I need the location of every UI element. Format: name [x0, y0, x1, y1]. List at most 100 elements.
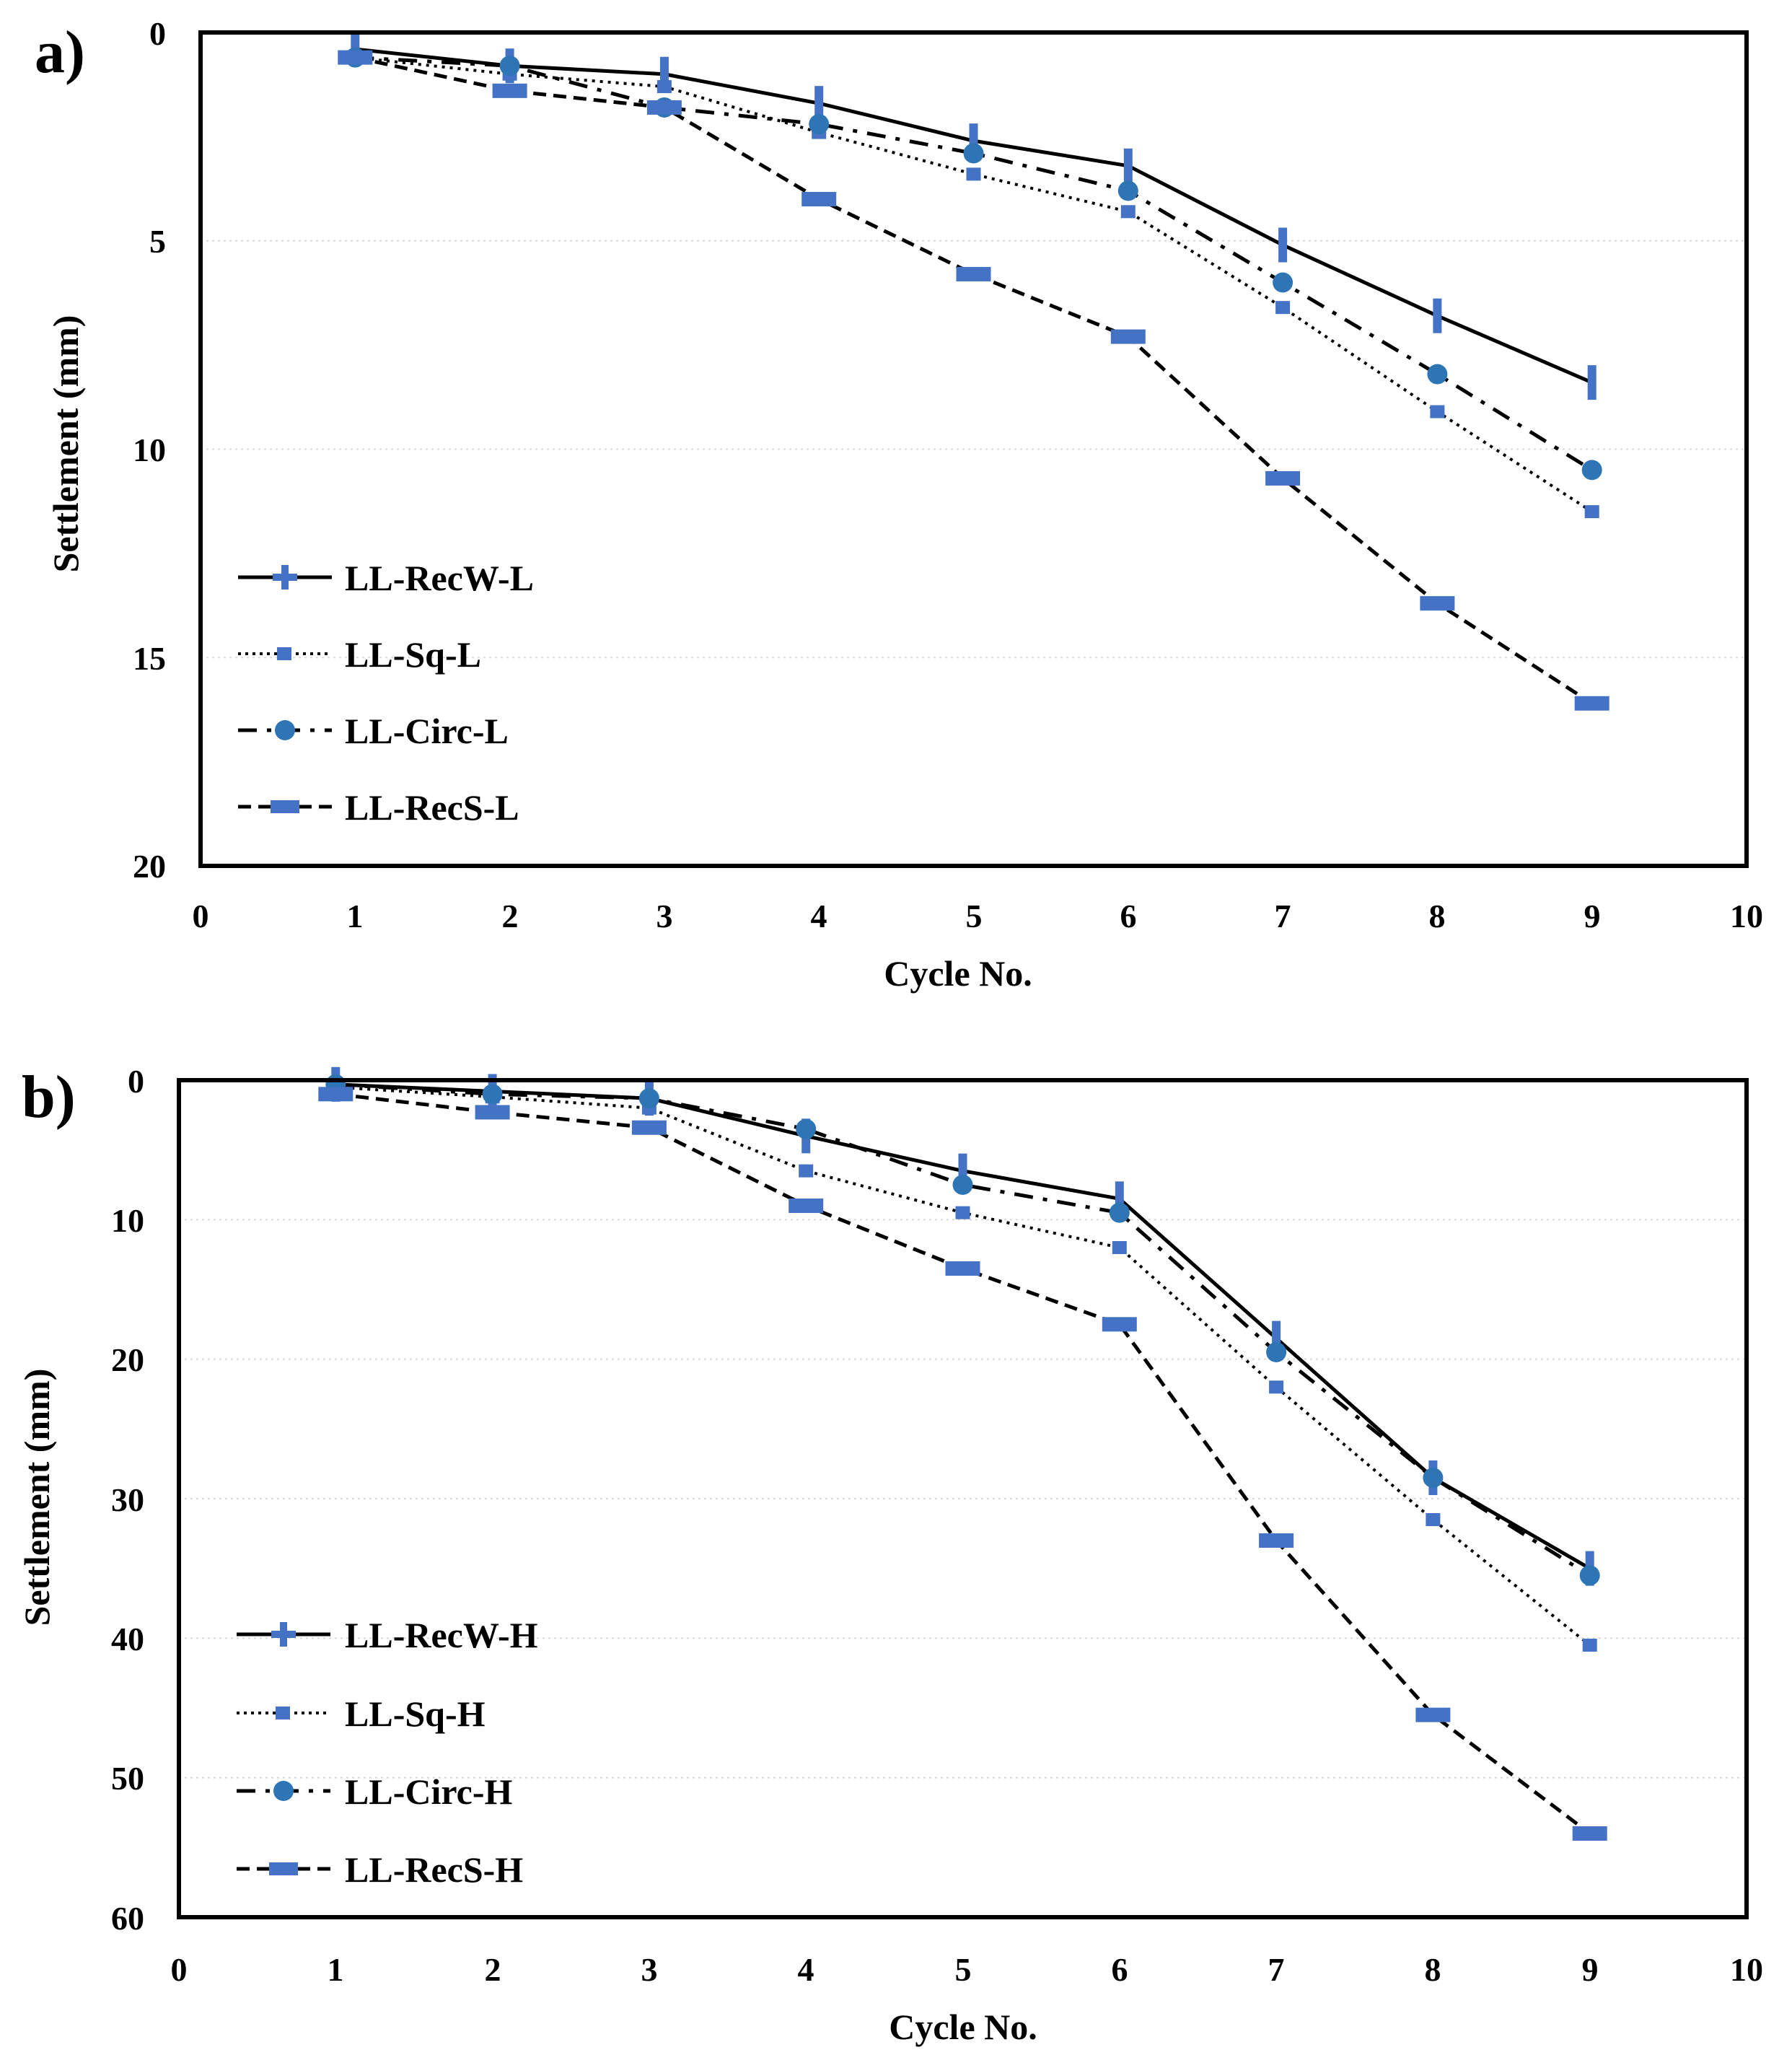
panel-a-markers	[338, 32, 1609, 711]
data-point-circle-marker	[1266, 1342, 1287, 1362]
panel-b-label: b)	[22, 1064, 76, 1131]
data-point-circle-marker	[1273, 272, 1294, 293]
data-point-dash-marker	[1265, 470, 1301, 486]
data-point-circle-marker	[1427, 364, 1448, 385]
panel-a-y-axis-title: Settlement (mm)	[45, 315, 86, 573]
panel-b-x-axis-title: Cycle No.	[889, 2007, 1037, 2047]
panel-a-x-tick: 5	[966, 898, 983, 934]
data-point-circle-marker	[952, 1175, 973, 1195]
data-point-square-marker	[1120, 205, 1136, 219]
panel-a-y-tick: 10	[133, 431, 166, 468]
series-line-LL-RecS-H	[335, 1092, 1591, 1835]
data-point-dash-marker	[338, 50, 373, 65]
panel-b-x-tick: 2	[485, 1951, 501, 1988]
panel-b-x-tick: 1	[328, 1951, 344, 1988]
series-line-LL-RecS-L	[354, 56, 1594, 705]
data-point-circle-marker	[1109, 1202, 1130, 1223]
panel-b-x-tick: 5	[955, 1951, 972, 1988]
panel-a-x-axis-title: Cycle No.	[884, 953, 1032, 994]
data-point-dash-marker	[789, 1199, 824, 1213]
panel-a-x-tick: 3	[656, 898, 673, 934]
panel-a-x-tick: 8	[1429, 898, 1446, 934]
legend-plus-marker-icon	[271, 1631, 296, 1638]
legend-dash-marker-icon	[271, 800, 299, 813]
data-point-dash-marker	[1102, 1317, 1137, 1332]
data-point-square-marker	[1112, 1241, 1127, 1254]
panel-b-x-tick: 7	[1268, 1951, 1285, 1988]
data-point-dash-marker	[1420, 596, 1455, 611]
data-point-square-marker	[966, 167, 981, 181]
data-point-circle-marker	[499, 56, 520, 76]
panel-a-x-tick: 2	[502, 898, 519, 934]
panel-a-x-tick: 1	[347, 898, 364, 934]
data-point-dash-marker	[1572, 1826, 1607, 1841]
panel-a-x-tick: 7	[1275, 898, 1291, 934]
legend-label: LL-RecS-H	[345, 1849, 523, 1890]
data-point-dash-marker	[956, 266, 991, 281]
data-point-plus-marker	[814, 86, 824, 121]
panel-a-plot-frame	[198, 30, 1749, 868]
data-point-dash-marker	[318, 1087, 353, 1102]
data-point-dash-marker	[475, 1105, 510, 1120]
series-line-LL-Sq-L	[355, 56, 1593, 513]
series-line-LL-RecW-L	[355, 47, 1593, 385]
legend-label: LL-RecW-H	[345, 1615, 538, 1655]
series-line-LL-Circ-L	[355, 56, 1594, 472]
data-point-dash-marker	[1259, 1533, 1294, 1548]
panel-a-y-tick: 20	[133, 848, 166, 885]
panel-b-markers	[318, 1066, 1607, 1841]
legend-circle-marker-icon	[273, 1781, 294, 1801]
panel-a-x-tick: 9	[1584, 898, 1601, 934]
panel-b-y-tick: 60	[111, 1900, 144, 1937]
data-point-square-marker	[799, 1164, 814, 1178]
panel-b-x-tick: 0	[171, 1951, 188, 1988]
data-point-circle-marker	[1579, 1565, 1600, 1586]
panel-b-y-tick: 40	[111, 1621, 144, 1657]
legend-label: LL-Circ-L	[345, 711, 509, 751]
chart-panel-b: b) 0 10 20 30 40 50 60 0 1 2 3 4 5 6 7 8…	[17, 1063, 1763, 2047]
data-point-circle-marker	[1581, 460, 1602, 481]
panel-a-y-tick: 15	[133, 640, 166, 677]
legend-plus-marker-icon	[273, 574, 297, 581]
panel-b-y-tick: 20	[111, 1341, 144, 1378]
data-point-plus-marker	[1278, 227, 1288, 263]
panel-a-x-tick: 10	[1730, 898, 1763, 934]
data-point-dash-marker	[492, 83, 527, 98]
panel-b-y-axis-title: Settlement (mm)	[17, 1369, 57, 1626]
data-point-dash-marker	[1110, 329, 1146, 344]
data-point-circle-marker	[1423, 1468, 1444, 1488]
data-point-square-marker	[1582, 1639, 1597, 1652]
panel-b-y-tick: 30	[111, 1481, 144, 1518]
data-point-dash-marker	[631, 1120, 667, 1135]
legend-dash-marker-icon	[269, 1862, 298, 1875]
panel-b-plot-frame	[177, 1078, 1749, 1919]
legend-label: LL-RecW-L	[345, 558, 534, 598]
data-point-dash-marker	[801, 192, 837, 206]
panel-b-x-tick: 3	[641, 1951, 658, 1988]
data-point-square-marker	[1269, 1380, 1284, 1394]
panel-b-x-tick: 9	[1582, 1951, 1599, 1988]
panel-b-series-lines	[335, 1082, 1591, 1835]
panel-a-x-tick: 0	[193, 898, 209, 934]
panel-b-y-tick: 0	[128, 1063, 144, 1100]
data-point-dash-marker	[1415, 1707, 1451, 1722]
legend-label: LL-RecS-L	[345, 787, 519, 828]
data-point-square-marker	[1584, 505, 1599, 519]
data-point-square-marker	[1275, 301, 1291, 315]
data-point-square-marker	[1426, 1513, 1441, 1526]
data-point-circle-marker	[482, 1084, 503, 1105]
panel-a-x-tick: 6	[1120, 898, 1137, 934]
data-point-circle-marker	[963, 143, 984, 164]
data-point-square-marker	[656, 80, 672, 94]
data-point-circle-marker	[796, 1118, 817, 1139]
legend-square-marker-icon	[277, 647, 291, 660]
panel-b-x-tick: 6	[1112, 1951, 1128, 1988]
panel-a-label: a)	[35, 19, 85, 86]
series-line-LL-Circ-H	[335, 1082, 1591, 1577]
legend-label: LL-Sq-H	[345, 1694, 486, 1734]
panel-a-y-tick: 0	[149, 15, 166, 52]
data-point-circle-marker	[1117, 180, 1138, 201]
panel-b-y-tick: 10	[111, 1202, 144, 1239]
panel-a-y-tick: 5	[149, 223, 166, 260]
